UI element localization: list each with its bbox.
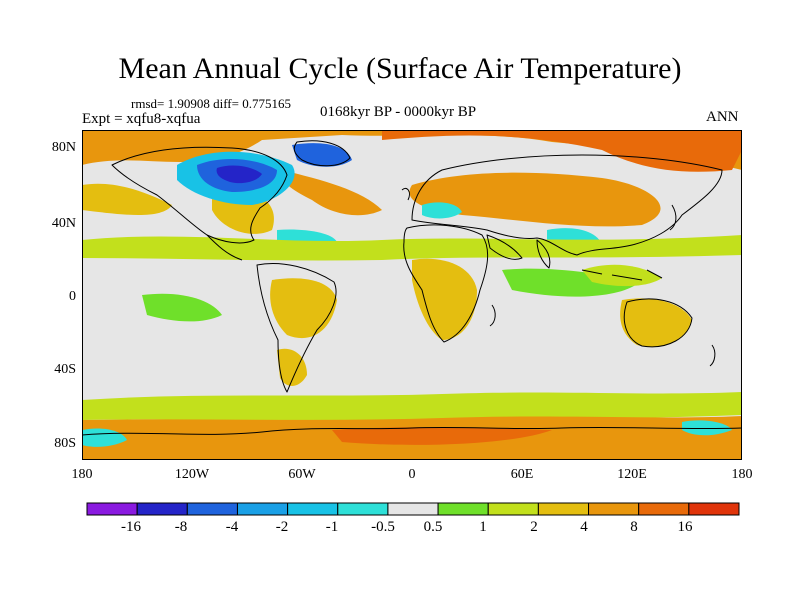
colorbar-swatch	[588, 502, 640, 516]
lat-label-equator: 0	[69, 289, 76, 304]
colorbar-label: -16	[121, 519, 141, 535]
greenland-coast	[293, 140, 351, 167]
period-label: 0168kyr BP - 0000kyr BP	[320, 104, 477, 120]
lon-label-60e: 60E	[510, 467, 534, 482]
canada-cold-deep	[216, 165, 262, 184]
coastlines	[82, 140, 742, 436]
colorbar	[86, 502, 740, 516]
colorbar-label: 4	[580, 519, 588, 535]
north-america-coast	[111, 146, 288, 244]
africa-coast	[403, 224, 489, 343]
colorbar-swatch	[236, 502, 289, 516]
colorbar-label: -0.5	[371, 519, 395, 535]
map-title: Mean Annual Cycle (Surface Air Temperatu…	[118, 52, 682, 85]
south-america-warm	[270, 278, 337, 339]
colorbar-label: 0.5	[423, 519, 443, 535]
south-pacific-warm	[142, 293, 222, 322]
colorbar-swatch	[86, 502, 138, 516]
colorbar-label: 8	[630, 519, 638, 535]
tropical-north-band	[82, 235, 742, 261]
lon-label-120w: 120W	[174, 467, 210, 482]
lon-label-0: 0	[408, 467, 416, 482]
colorbar-swatch	[136, 502, 188, 516]
madagascar-coast	[489, 304, 496, 327]
pacific-north-warm	[82, 183, 172, 215]
antarctica-coast	[82, 426, 742, 436]
map-frame	[82, 130, 742, 460]
lon-label-120e: 120E	[617, 467, 647, 482]
colorbar-label: -4	[225, 519, 239, 535]
colorbar-label: 16	[677, 519, 693, 535]
new-zealand-coast	[709, 344, 716, 367]
north-atlantic-warm	[281, 170, 382, 216]
colorbar-label: -2	[275, 519, 289, 535]
colorbar-swatch	[337, 502, 389, 516]
lat-label-80n: 80N	[51, 140, 76, 155]
lon-label-180e: 180	[731, 467, 753, 482]
patagonia-warm	[277, 348, 307, 386]
colorbar-label: 2	[530, 519, 538, 535]
colorbar-label: -1	[325, 519, 339, 535]
antarctic-warm-core	[332, 427, 552, 445]
india-coast	[536, 239, 551, 269]
lon-label-60w: 60W	[288, 467, 316, 482]
south-america-coast	[256, 263, 337, 393]
arabia-coast	[486, 234, 523, 260]
australia-coast	[623, 298, 693, 348]
uk-coast	[401, 187, 410, 201]
eurasia-coast	[411, 154, 723, 256]
central-america-coast	[206, 234, 243, 261]
japan-coast	[669, 204, 677, 231]
colorbar-swatch	[186, 502, 238, 516]
season-label: ANN	[706, 109, 739, 125]
colorbar-swatch	[437, 502, 489, 516]
colorbar-label: -8	[174, 519, 188, 535]
colorbar-swatch	[638, 502, 690, 516]
africa-warm	[412, 258, 477, 340]
colorbar-label: 1	[479, 519, 487, 535]
mediterranean-cold	[422, 202, 462, 219]
maritime-continent-warm	[582, 264, 662, 287]
antarctic-cold-east	[682, 420, 732, 436]
colorbar-swatch	[487, 502, 539, 516]
stats-line: rmsd= 1.90908 diff= 0.775165	[131, 96, 291, 111]
greenland-cold	[292, 143, 352, 167]
lon-label-180w: 180	[71, 467, 93, 482]
indonesia-coast	[581, 269, 663, 281]
temperature-anomaly-map	[82, 130, 742, 460]
australia-warm	[620, 298, 692, 348]
lat-label-40n: 40N	[51, 216, 76, 231]
colorbar-swatch	[688, 502, 740, 516]
lat-label-80s: 80S	[54, 436, 76, 451]
eurasia-warm	[409, 172, 661, 227]
lat-label-40s: 40S	[54, 362, 76, 377]
colorbar-swatch	[387, 502, 439, 516]
experiment-line: Expt = xqfu8-xqfua	[82, 111, 201, 127]
colorbar-swatch	[537, 502, 590, 516]
siberia-warm	[382, 130, 742, 172]
colorbar-swatch	[287, 502, 339, 516]
southern-ocean-band	[82, 392, 742, 421]
